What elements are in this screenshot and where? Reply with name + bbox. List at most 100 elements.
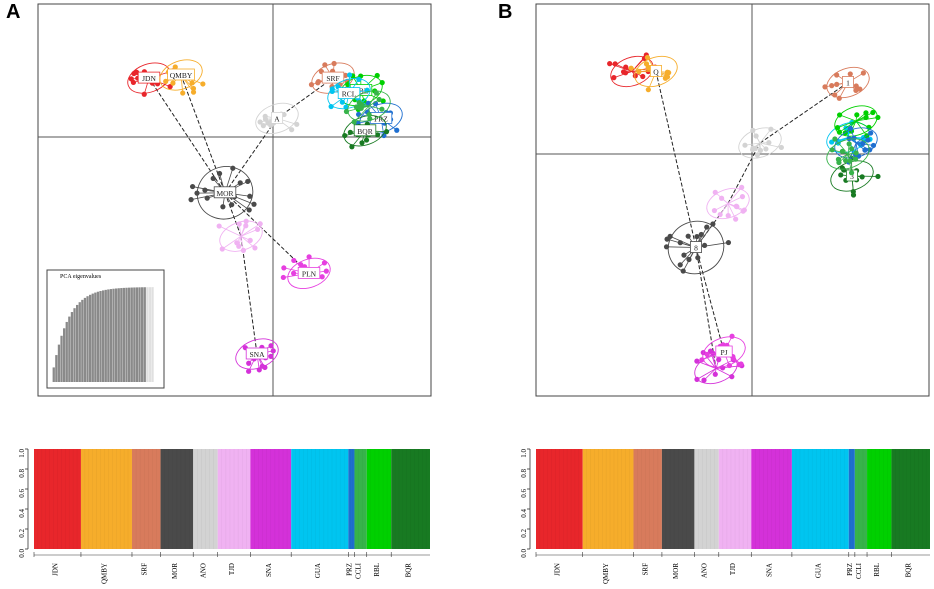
star-line-PRZ [855, 142, 874, 146]
struct-y-tick-label: 0.8 [18, 469, 26, 478]
eigen-bar [78, 302, 81, 382]
tree-edge-MOR-PLN [695, 247, 725, 353]
point-QMBY [628, 65, 634, 71]
eigen-bar [107, 289, 110, 382]
struct-y-tick-label: 1.0 [520, 449, 528, 458]
point-GUA [829, 139, 835, 145]
point-SNA [701, 377, 707, 383]
tree-edge-ANO-SRF [276, 77, 334, 119]
point-QMBY [636, 69, 642, 75]
eigen-bar [128, 287, 131, 382]
eigen-bar [102, 290, 105, 382]
point-BQR [342, 132, 348, 139]
point-QMBY [190, 89, 197, 95]
point-RBL [870, 109, 876, 116]
point-SRF [836, 95, 842, 101]
point-GUA [347, 72, 353, 78]
eigen-bar [135, 287, 139, 382]
struct-group-label-SRF: SRF [642, 563, 650, 576]
label-box-MOR [213, 186, 237, 199]
label-box-GUA [337, 87, 361, 99]
point-MOR [230, 165, 236, 171]
point-SRF [342, 72, 349, 78]
point-BQR [839, 165, 845, 171]
point-PLN [291, 257, 297, 264]
point-SRF [832, 92, 838, 98]
eigen-bar [55, 355, 58, 382]
point-PLN [306, 254, 312, 260]
point-CCLI [367, 116, 373, 122]
struct-bar-MOR [160, 449, 194, 549]
point-MOR [246, 207, 252, 213]
star-line-TJD [727, 187, 743, 204]
point-PRZ [868, 130, 874, 136]
struct-group-label-ANO: ANO [199, 563, 207, 578]
point-ANO [757, 147, 764, 154]
point-RBL [854, 112, 860, 118]
star-line-ANO [759, 142, 782, 148]
point-PRZ [846, 136, 852, 142]
label-box-SRF [842, 76, 855, 88]
point-TJD [725, 213, 731, 219]
point-MOR [202, 187, 208, 193]
struct-group-label-MOR: MOR [171, 563, 179, 579]
eigen-bar [109, 289, 113, 382]
point-MOR [216, 170, 223, 177]
point-SRF [857, 86, 863, 92]
point-QMBY [172, 64, 178, 70]
eigen-bar [104, 289, 107, 382]
star-line-TJD [727, 196, 743, 204]
struct-y-tick-label: 0.0 [18, 549, 26, 558]
eigen-bar [96, 291, 100, 382]
point-GUA [329, 88, 335, 95]
point-RBL [836, 112, 843, 118]
point-GUA [328, 103, 334, 110]
star-line-TJD [222, 235, 242, 250]
struct-y-tick-label: 0.8 [520, 469, 528, 478]
pca-panel-b: Q 1 3 8 PJ [535, 3, 930, 397]
point-QMBY [645, 64, 651, 71]
struct-bar-ANO [193, 449, 218, 549]
tree-edge-MOR-SNA [695, 247, 717, 369]
point-PLN [699, 357, 705, 363]
star-line-TJD [218, 225, 242, 237]
point-JDN [611, 75, 617, 81]
star-line-ANO [759, 128, 772, 144]
pop-label-SRF: SRF [326, 74, 339, 83]
point-PLN [281, 265, 287, 271]
point-RBL [836, 129, 843, 135]
point-ANO [262, 113, 268, 119]
point-SRF [847, 71, 853, 77]
point-QMBY [180, 90, 186, 96]
struct-bar-QMBY [80, 449, 132, 549]
point-RBL [379, 80, 385, 86]
struct-bar-SNA [751, 449, 792, 549]
label-box-SNA [245, 347, 269, 360]
struct-group-label-JDN: JDN [51, 563, 59, 576]
point-SRF [834, 72, 840, 78]
eigen-bar [68, 316, 71, 382]
point-MOR [220, 204, 226, 210]
struct-group-label-BQR: BQR [405, 563, 413, 578]
point-ANO [742, 142, 748, 148]
point-QMBY [664, 74, 671, 80]
star-line-CCLI [834, 138, 849, 155]
point-MOR [194, 190, 200, 196]
star-line-TJD [240, 235, 256, 249]
point-PLN [729, 333, 735, 339]
label-box-SRF [321, 71, 345, 84]
point-SRF [822, 84, 828, 90]
point-RBL [834, 125, 841, 131]
point-TJD [243, 218, 249, 224]
struct-bar-CCLI [354, 449, 367, 549]
eigen-bar [117, 288, 120, 382]
point-MOR [695, 255, 701, 261]
star-line-TJD [714, 192, 729, 204]
ellipse-SRF [826, 66, 870, 99]
point-TJD [741, 207, 747, 213]
label-box-QMBY [167, 68, 195, 81]
point-JDN [632, 73, 638, 79]
point-PRZ [851, 135, 857, 141]
pop-label-SRF: 1 [846, 79, 850, 88]
eigen-bar [138, 287, 141, 382]
